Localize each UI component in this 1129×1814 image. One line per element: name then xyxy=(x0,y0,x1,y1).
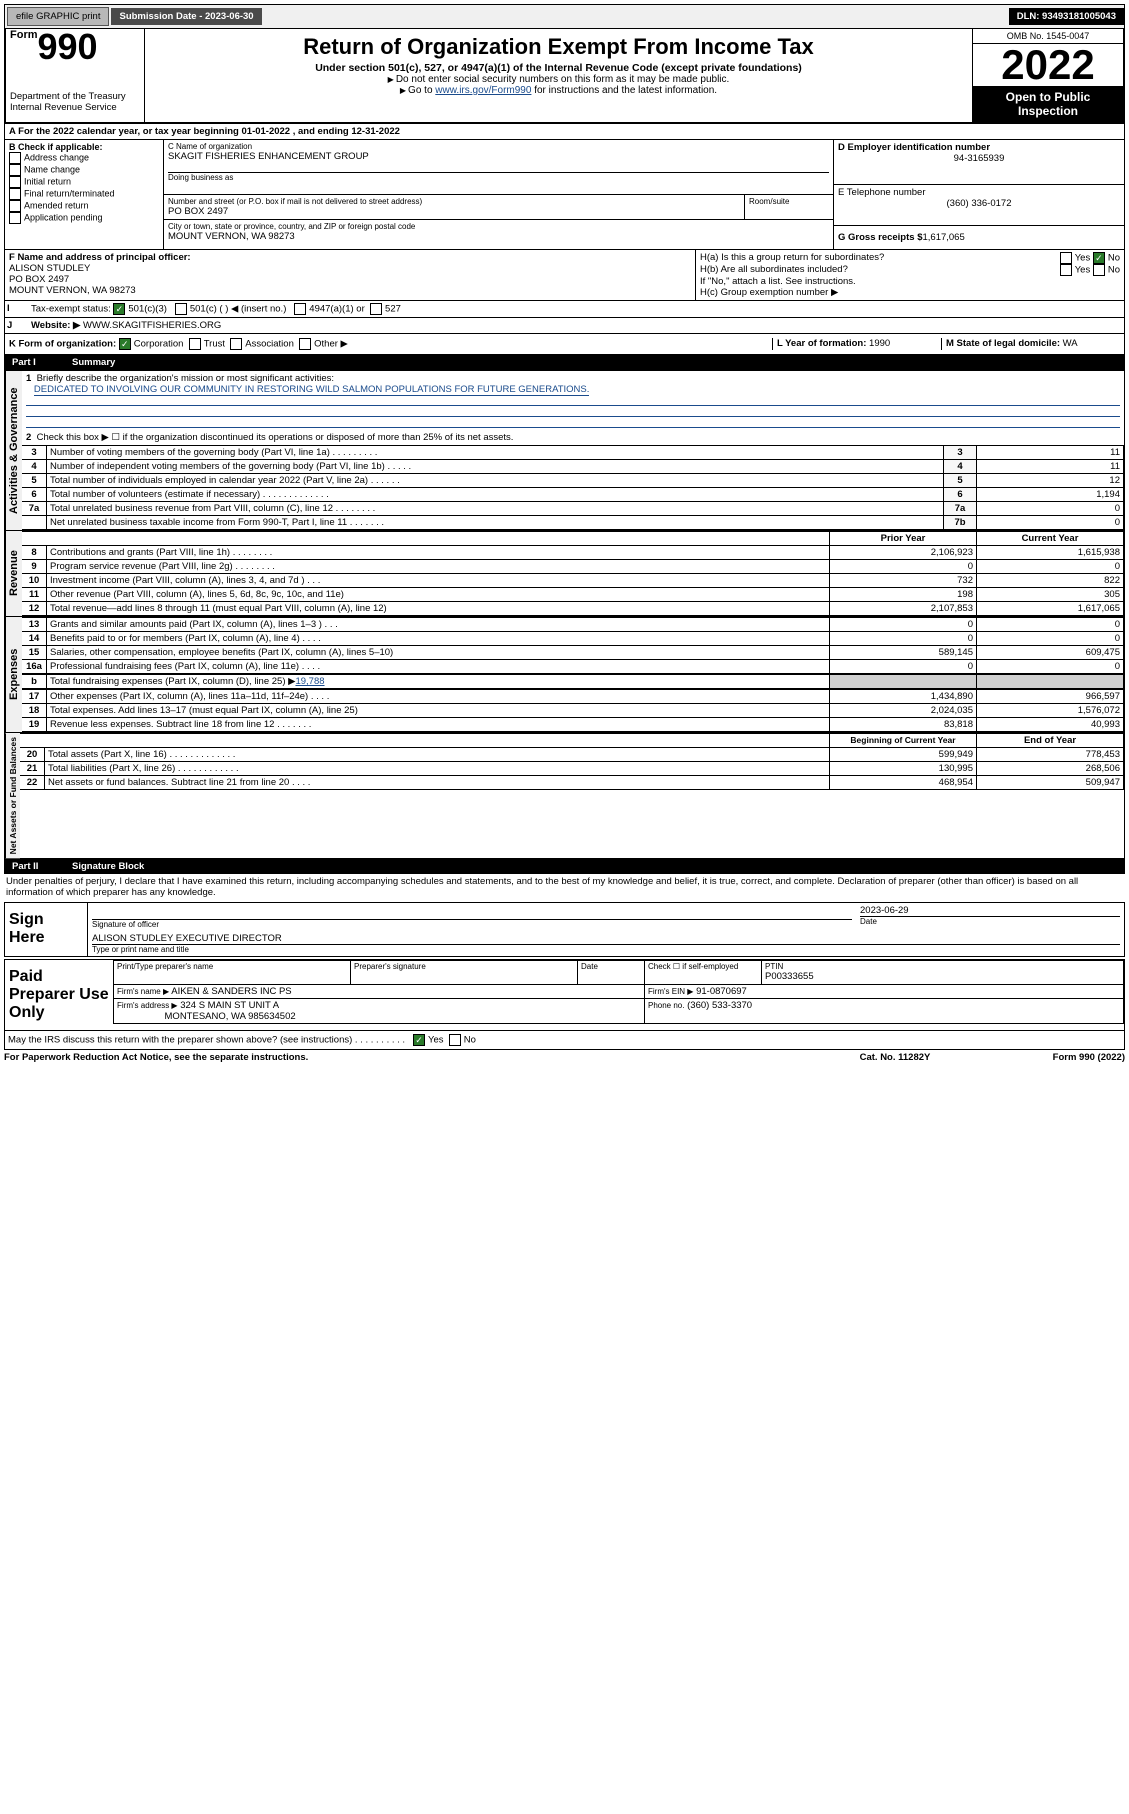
b-opt: Address change xyxy=(24,152,89,162)
dept: Department of the Treasury xyxy=(10,91,140,102)
b-opt: Application pending xyxy=(24,212,103,222)
b-opt: Amended return xyxy=(24,200,89,210)
b-label: B Check if applicable: xyxy=(9,142,159,152)
sig-officer-label: Signature of officer xyxy=(92,920,852,929)
form-title: Return of Organization Exempt From Incom… xyxy=(153,34,964,60)
vert-rev: Revenue xyxy=(5,531,22,616)
form-prefix: Form xyxy=(10,29,38,41)
g-label: G Gross receipts $ xyxy=(838,232,922,243)
topbar: efile GRAPHIC print Submission Date - 20… xyxy=(4,4,1125,29)
ha-label: H(a) Is this a group return for subordin… xyxy=(700,252,1060,264)
klm-block: K Form of organization: Corporation Trus… xyxy=(4,334,1125,355)
b-opt: Name change xyxy=(24,164,80,174)
date-label: Date xyxy=(860,917,1120,926)
d-label: D Employer identification number xyxy=(838,142,1120,153)
firm-phone: (360) 533-3370 xyxy=(687,1000,752,1011)
form-footer: Form 990 (2022) xyxy=(1053,1052,1125,1063)
mission: DEDICATED TO INVOLVING OUR COMMUNITY IN … xyxy=(34,384,589,396)
city-label: City or town, state or province, country… xyxy=(168,222,829,231)
vert-exp: Expenses xyxy=(5,617,22,732)
k-label: K Form of organization: xyxy=(9,339,116,350)
line1-label: Briefly describe the organization's miss… xyxy=(37,373,335,384)
vert-na: Net Assets or Fund Balances xyxy=(5,733,20,858)
paid-preparer-label: Paid Preparer Use Only xyxy=(5,960,113,1030)
catno: Cat. No. 11282Y xyxy=(805,1052,985,1063)
warn1: Do not enter social security numbers on … xyxy=(153,74,964,85)
expenses-block: Expenses 13Grants and similar amounts pa… xyxy=(4,617,1125,733)
form-subtitle: Under section 501(c), 527, or 4947(a)(1)… xyxy=(153,62,964,74)
discuss-row: May the IRS discuss this return with the… xyxy=(4,1031,1125,1050)
type-name-label: Type or print name and title xyxy=(92,945,1120,954)
firm-ein: 91-0870697 xyxy=(696,986,747,997)
pra: For Paperwork Reduction Act Notice, see … xyxy=(4,1052,805,1063)
status-block: I Tax-exempt status: 501(c)(3) 501(c) ( … xyxy=(4,301,1125,318)
warn2b: for instructions and the latest informat… xyxy=(531,85,717,96)
officer-addr2: MOUNT VERNON, WA 98273 xyxy=(9,285,691,296)
netassets-block: Net Assets or Fund Balances Beginning of… xyxy=(4,733,1125,859)
room-label: Room/suite xyxy=(749,197,829,206)
efile-btn[interactable]: efile GRAPHIC print xyxy=(7,7,109,26)
officer-name: ALISON STUDLEY xyxy=(9,263,691,274)
firm-name: AIKEN & SANDERS INC PS xyxy=(171,986,291,997)
entity-block: B Check if applicable: Address change Na… xyxy=(4,140,1125,250)
sign-here: Sign Here xyxy=(5,903,73,956)
irs: Internal Revenue Service xyxy=(10,102,140,113)
paid-preparer-block: Paid Preparer Use Only Print/Type prepar… xyxy=(4,959,1125,1031)
gross-receipts: 1,617,065 xyxy=(922,232,964,243)
line2: Check this box ▶ ☐ if the organization d… xyxy=(37,432,514,443)
ein: 94-3165939 xyxy=(838,153,1120,164)
firm-addr2: MONTESANO, WA 985634502 xyxy=(165,1011,296,1022)
line-a: A For the 2022 calendar year, or tax yea… xyxy=(4,124,1125,140)
open-public: Open to Public Inspection xyxy=(973,86,1123,122)
i-label: Tax-exempt status: xyxy=(31,304,111,315)
addr-label: Number and street (or P.O. box if mail i… xyxy=(168,197,740,206)
summary-block: Activities & Governance 1 Briefly descri… xyxy=(4,370,1125,531)
sign-here-block: Sign Here Signature of officer 2023-06-2… xyxy=(4,902,1125,957)
sig-date: 2023-06-29 xyxy=(860,905,1120,917)
domicile: WA xyxy=(1063,338,1078,349)
phone: (360) 336-0172 xyxy=(838,198,1120,209)
warn2a: Go to xyxy=(408,85,435,96)
part2-header: Part IISignature Block xyxy=(4,859,1125,874)
firm-addr1: 324 S MAIN ST UNIT A xyxy=(180,1000,279,1011)
form-number: 990 xyxy=(38,26,98,67)
officer-addr1: PO BOX 2497 xyxy=(9,274,691,285)
b-opt: Initial return xyxy=(24,176,71,186)
officer-group-block: F Name and address of principal officer:… xyxy=(4,250,1125,301)
b-opt: Final return/terminated xyxy=(24,188,115,198)
website-block: J Website: ▶ WWW.SKAGITFISHERIES.ORG xyxy=(4,318,1125,334)
fundraising-val: 19,788 xyxy=(295,676,324,687)
part1-header: Part ISummary xyxy=(4,355,1125,370)
form-header: Form990 Department of the Treasury Inter… xyxy=(4,29,1125,124)
tax-year: 2022 xyxy=(973,44,1123,86)
f-label: F Name and address of principal officer: xyxy=(9,252,691,263)
dba-label: Doing business as xyxy=(168,172,829,182)
self-emp: Check ☐ if self-employed xyxy=(648,962,758,971)
e-label: E Telephone number xyxy=(838,187,1120,198)
penalties: Under penalties of perjury, I declare th… xyxy=(4,874,1125,900)
irs-link[interactable]: www.irs.gov/Form990 xyxy=(435,85,531,96)
revenue-block: Revenue Prior YearCurrent Year 8Contribu… xyxy=(4,531,1125,617)
website: WWW.SKAGITFISHERIES.ORG xyxy=(83,320,221,331)
addr: PO BOX 2497 xyxy=(168,206,740,217)
footer: For Paperwork Reduction Act Notice, see … xyxy=(4,1052,1125,1063)
officer-typed: ALISON STUDLEY EXECUTIVE DIRECTOR xyxy=(92,933,1120,945)
subdate: Submission Date - 2023-06-30 xyxy=(111,8,261,25)
city: MOUNT VERNON, WA 98273 xyxy=(168,231,829,242)
dln: DLN: 93493181005043 xyxy=(1009,8,1124,25)
hc-label: H(c) Group exemption number ▶ xyxy=(700,287,1120,298)
ptin: P00333655 xyxy=(765,971,1120,982)
j-label: Website: ▶ xyxy=(31,320,80,331)
org-name: SKAGIT FISHERIES ENHANCEMENT GROUP xyxy=(168,151,829,162)
c-name-label: C Name of organization xyxy=(168,142,829,151)
h-note: If "No," attach a list. See instructions… xyxy=(700,276,1120,287)
hb-label: H(b) Are all subordinates included? xyxy=(700,264,1060,276)
year-formed: 1990 xyxy=(869,338,890,349)
vert-ag: Activities & Governance xyxy=(5,371,22,530)
